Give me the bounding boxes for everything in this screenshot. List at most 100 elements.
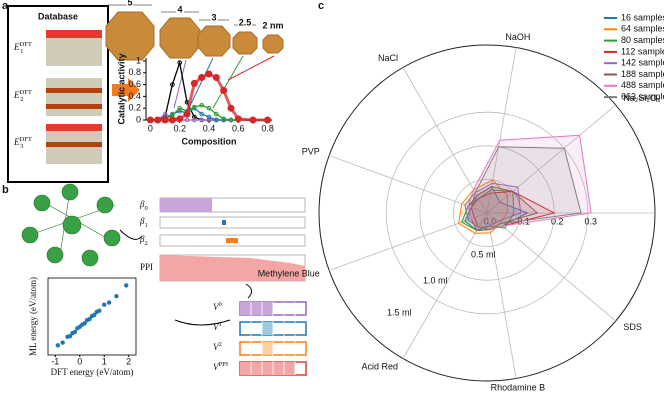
series-point	[183, 110, 191, 118]
particle-size: 2.5	[239, 17, 252, 27]
atom	[103, 229, 121, 247]
arrow	[119, 229, 143, 240]
descriptor-label-base: β	[139, 216, 145, 226]
spoke	[328, 212, 488, 271]
slab-top	[46, 30, 102, 38]
energy-label-base: E	[13, 42, 20, 52]
particle-size: 2 nm	[262, 20, 283, 30]
energy-label: EDFT 2	[13, 89, 32, 103]
y-axis-label: Catalytic activity	[116, 53, 126, 124]
series-point	[205, 70, 213, 78]
x-tick-label: 1	[102, 356, 107, 366]
slab-layer	[46, 104, 102, 109]
legend-label: 663 samples	[621, 91, 664, 101]
pointer	[227, 55, 275, 81]
grid-fill	[240, 362, 295, 375]
strip-fill	[222, 220, 226, 225]
series-point	[264, 116, 272, 124]
series-point	[221, 116, 226, 122]
series-point	[161, 116, 169, 124]
r-tick-label: 0.3	[585, 216, 598, 226]
series-point	[177, 105, 182, 111]
pointer	[212, 55, 244, 109]
category-label: NaOH	[505, 32, 530, 42]
particle	[262, 34, 284, 54]
descriptor-label: β1	[139, 216, 148, 229]
descriptor-label-sub: 2	[144, 240, 147, 247]
atom	[81, 249, 99, 267]
series-point	[214, 117, 219, 123]
series-point	[146, 116, 154, 124]
series-point	[162, 111, 168, 117]
ring-label: 1.5 ml	[387, 307, 412, 317]
energy-label: EDFT 1	[13, 41, 32, 55]
x-tick-label: 0.2	[173, 123, 186, 133]
descriptor-label-base: β	[139, 234, 145, 244]
series-point	[199, 117, 204, 123]
panel-label: c	[318, 0, 324, 12]
energy-label-base: E	[13, 137, 20, 147]
scatter-point	[106, 300, 112, 305]
legend-label: 64 samples	[621, 24, 664, 34]
y-tick-label: 0.6	[128, 79, 141, 89]
scatter-point	[97, 308, 102, 313]
slab	[46, 78, 102, 116]
series-point	[170, 82, 175, 87]
arrow	[245, 283, 252, 299]
y-tick-label: 0.2	[128, 103, 141, 113]
strip-fill	[160, 255, 305, 281]
descriptor-label: PPI	[140, 262, 153, 272]
spoke	[402, 67, 488, 214]
descriptor-label-sub: 1	[144, 222, 147, 229]
energy-label-sup: DFT	[20, 136, 32, 143]
legend-label: 16 samples	[621, 12, 664, 22]
descriptor-label: β0	[139, 199, 148, 212]
y-tick-label: 0.4	[128, 91, 141, 101]
y-axis-label: ML energy (eV/atom)	[28, 277, 38, 356]
strip-fill	[160, 198, 212, 212]
legend-label: 142 samples	[621, 58, 664, 68]
r-tick-label: 0.0	[484, 216, 497, 226]
particle-size: 4	[177, 4, 182, 14]
atom	[46, 246, 64, 264]
scatter-point	[124, 283, 129, 288]
category-label: NaCl	[378, 53, 398, 63]
series-point	[206, 105, 212, 111]
series-point	[177, 108, 182, 114]
scatter-point	[67, 333, 73, 339]
spoke	[486, 212, 616, 322]
particle	[105, 11, 155, 61]
energy-label-sub: 1	[20, 48, 23, 55]
x-tick-label: -1	[51, 356, 59, 366]
spoke	[328, 155, 488, 214]
x-tick-label: 0.4	[203, 123, 216, 133]
database-box	[7, 5, 109, 183]
grid-fill	[240, 302, 273, 315]
descriptor-label-base: PPI	[140, 262, 153, 272]
slab-top	[46, 124, 102, 131]
series-point	[206, 117, 212, 123]
y-tick-label: 0	[136, 114, 141, 124]
y-tick-label: 1	[136, 55, 141, 65]
database-title: Database	[38, 11, 78, 21]
descriptor-label: β2	[139, 234, 148, 247]
descriptor-label-base: β	[139, 199, 145, 209]
series-line	[150, 72, 268, 122]
scatter-point	[55, 343, 60, 348]
series-point	[176, 115, 184, 123]
particle-size: 2 nm	[262, 20, 283, 30]
series-point	[198, 73, 206, 81]
series-point	[220, 86, 228, 94]
vector-label: VPPI	[213, 361, 228, 372]
vector-label-base: V	[213, 362, 220, 372]
series-point	[190, 79, 198, 87]
legend-label: 488 samples	[621, 80, 664, 90]
slab-layer	[46, 142, 102, 147]
series-point	[184, 117, 190, 123]
category-label: Acid Red	[361, 362, 398, 372]
particle-size: 5	[127, 0, 132, 7]
vector-label-sup: 1	[219, 321, 222, 328]
series-point	[199, 102, 204, 108]
